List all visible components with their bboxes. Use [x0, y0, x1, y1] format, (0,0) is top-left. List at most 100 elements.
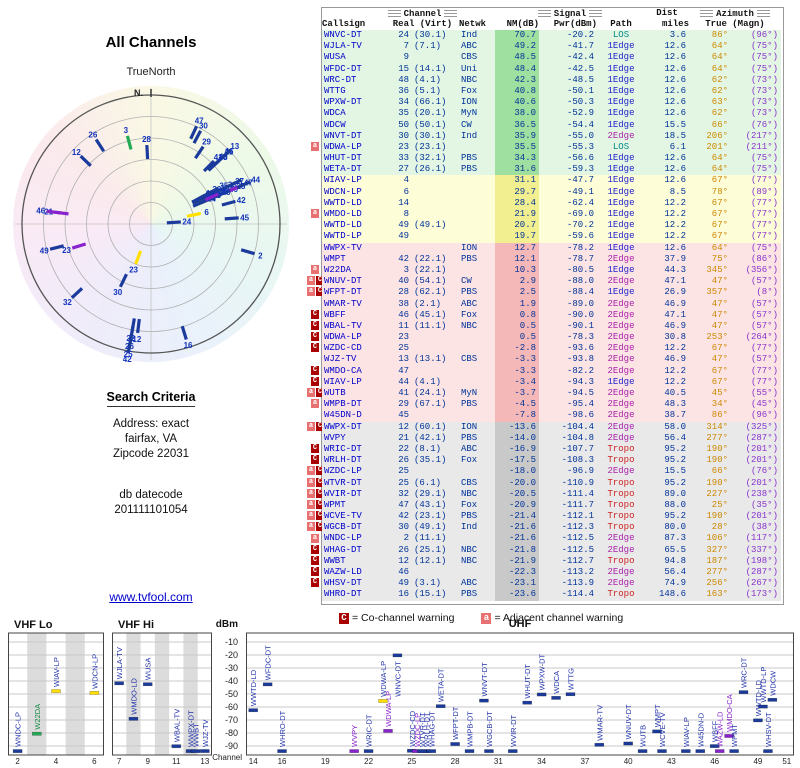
cell-virt: (13.1): [412, 354, 459, 366]
callsign-link[interactable]: WVIR-DT: [322, 488, 386, 500]
cell-azm: (173°): [731, 589, 781, 601]
cell-real: 46: [386, 309, 412, 321]
callsign-link[interactable]: WRC-DT: [322, 74, 386, 86]
callsign-link[interactable]: WMAR-TV: [322, 298, 386, 310]
cell-virt: (14.1): [412, 63, 459, 75]
station-row: C WWBT 12 (12.1) NBC -21.9 -112.7 Tropo 94.8 187°…: [306, 555, 782, 567]
cell-azm: (86°): [731, 253, 781, 265]
cell-path: 2Edge: [597, 332, 645, 344]
callsign-link[interactable]: WETA-DT: [322, 164, 386, 176]
cell-nm: 48.4: [495, 63, 539, 75]
callsign-link[interactable]: W22DA: [322, 264, 386, 277]
callsign-link[interactable]: WDWA-LP: [322, 141, 386, 154]
callsign-link[interactable]: WBAL-TV: [322, 320, 386, 333]
callsign-link[interactable]: WCVE-TV: [322, 511, 386, 523]
cell-azm: (89°): [731, 186, 781, 198]
channel-tick: 43: [667, 757, 676, 766]
callsign-link[interactable]: WTTG: [322, 85, 386, 98]
callsign-link[interactable]: WWTD-LP: [322, 231, 386, 243]
callsign-link[interactable]: WDCW: [322, 119, 386, 131]
callsign-link[interactable]: WFPT-DT: [322, 287, 386, 299]
callsign-link[interactable]: WZDC-LP: [322, 466, 386, 478]
station-spoke: [240, 248, 256, 256]
callsign-link[interactable]: WIAV-LP: [322, 175, 386, 187]
cell-real: 49: [386, 578, 412, 590]
callsign-link[interactable]: WMPT: [322, 253, 386, 265]
callsign-link[interactable]: WGCB-DT: [322, 522, 386, 534]
cell-dist: 95.2: [645, 477, 689, 489]
column-header: NM(dB): [506, 19, 539, 29]
callsign-link[interactable]: WHSV-DT: [322, 578, 386, 590]
callsign-link[interactable]: WRLH-DT: [322, 455, 386, 467]
callsign-link[interactable]: WBFF: [322, 309, 386, 321]
callsign-link[interactable]: WMDO-LD: [322, 209, 386, 221]
callsign-link[interactable]: WHAG-DT: [322, 544, 386, 556]
callsign-link[interactable]: WUSA: [322, 52, 386, 64]
cell-real: 30: [386, 522, 412, 534]
cell-nm: -20.5: [495, 488, 539, 500]
callsign-link[interactable]: WWPX-TV: [322, 242, 386, 254]
signal-marker: [738, 690, 749, 694]
callsign-link[interactable]: WWTD-LD: [322, 220, 386, 232]
cell-pwr: -88.0: [539, 276, 597, 288]
callsign-link[interactable]: WUTB: [322, 388, 386, 400]
cell-nm: -22.3: [495, 567, 539, 579]
callsign-link[interactable]: WJLA-TV: [322, 41, 386, 53]
cell-azt: 67°: [689, 343, 731, 355]
callsign-link[interactable]: WNUV-DT: [322, 276, 386, 288]
station-row: WDCN-LP 6 29.7 -49.1 1Edge 8.5 78° (89°): [306, 186, 782, 198]
cell-warn: [306, 243, 322, 254]
cell-azm: (287°): [731, 432, 781, 444]
cell-path: 1Edge: [597, 52, 645, 64]
cell-pwr: -96.9: [539, 466, 597, 478]
callsign-link[interactable]: WRIC-DT: [322, 443, 386, 456]
cell-dist: 88.0: [645, 499, 689, 512]
callsign-link[interactable]: W45DN-D: [322, 410, 386, 422]
station-row: C WBAL-TV 11 (11.1) NBC 0.5 -90.1 2Edge 46.9 47°(…: [306, 320, 782, 333]
cell-warn: C: [306, 555, 322, 567]
cell-real: 47: [386, 365, 412, 377]
callsign-link[interactable]: WPMT: [322, 499, 386, 512]
cell-azt: 64°: [689, 63, 731, 75]
channel-tick: 7: [117, 757, 122, 766]
callsign-link[interactable]: WIAV-LP: [322, 376, 386, 388]
station-label: WMPT: [653, 704, 662, 727]
channel-tick: 4: [54, 757, 59, 766]
station-row: WJLA-TV 7 (7.1) ABC 49.2 -41.7 1Edge 12.6 64° (75…: [306, 41, 782, 53]
cell-path: Tropo: [597, 443, 645, 456]
cell-net: MyN: [459, 108, 495, 120]
callsign-link[interactable]: WDCA: [322, 108, 386, 120]
callsign-link[interactable]: WPXW-DT: [322, 97, 386, 109]
callsign-link[interactable]: WJZ-TV: [322, 354, 386, 366]
callsign-link[interactable]: WTVR-DT: [322, 477, 386, 489]
callsign-link[interactable]: WWBT: [322, 555, 386, 567]
callsign-link[interactable]: WAZW-LD: [322, 567, 386, 579]
cell-real: 40: [386, 276, 412, 288]
cell-azm: (75°): [731, 52, 781, 64]
cell-dist: 38.7: [645, 410, 689, 422]
callsign-link[interactable]: WWTD-LD: [322, 197, 386, 209]
signal-marker: [200, 749, 210, 753]
callsign-link[interactable]: WHUT-DT: [322, 153, 386, 165]
callsign-link[interactable]: WMPB-DT: [322, 399, 386, 411]
callsign-link[interactable]: WFDC-DT: [322, 63, 386, 75]
callsign-link[interactable]: WNVC-DT: [322, 30, 386, 42]
callsign-link[interactable]: WZDC-CD: [322, 343, 386, 355]
cell-path: 1Edge: [597, 108, 645, 120]
callsign-link[interactable]: WDCN-LP: [322, 186, 386, 198]
cell-nm: 42.3: [495, 74, 539, 86]
band-chart-uhf: 14 16 19 22 25 28 31 34 37 40 43 46 49 51 WNVC-DT WFDC-…: [246, 632, 794, 766]
cell-virt: (23.1): [412, 141, 459, 154]
cell-virt: [412, 343, 459, 355]
callsign-link[interactable]: WNVT-DT: [322, 130, 386, 142]
callsign-link[interactable]: WNDC-LP: [322, 533, 386, 545]
callsign-link[interactable]: WVPY: [322, 432, 386, 444]
tvfool-link[interactable]: www.tvfool.com: [109, 590, 193, 604]
callsign-link[interactable]: WWPX-DT: [322, 421, 386, 433]
callsign-link[interactable]: WDWA-LP: [322, 332, 386, 344]
co-channel-warning-badge: C: [316, 421, 322, 431]
cell-nm: -21.9: [495, 555, 539, 567]
callsign-link[interactable]: WHRO-DT: [322, 589, 386, 601]
callsign-link[interactable]: WMDO-CA: [322, 365, 386, 377]
cell-nm: -7.8: [495, 410, 539, 422]
